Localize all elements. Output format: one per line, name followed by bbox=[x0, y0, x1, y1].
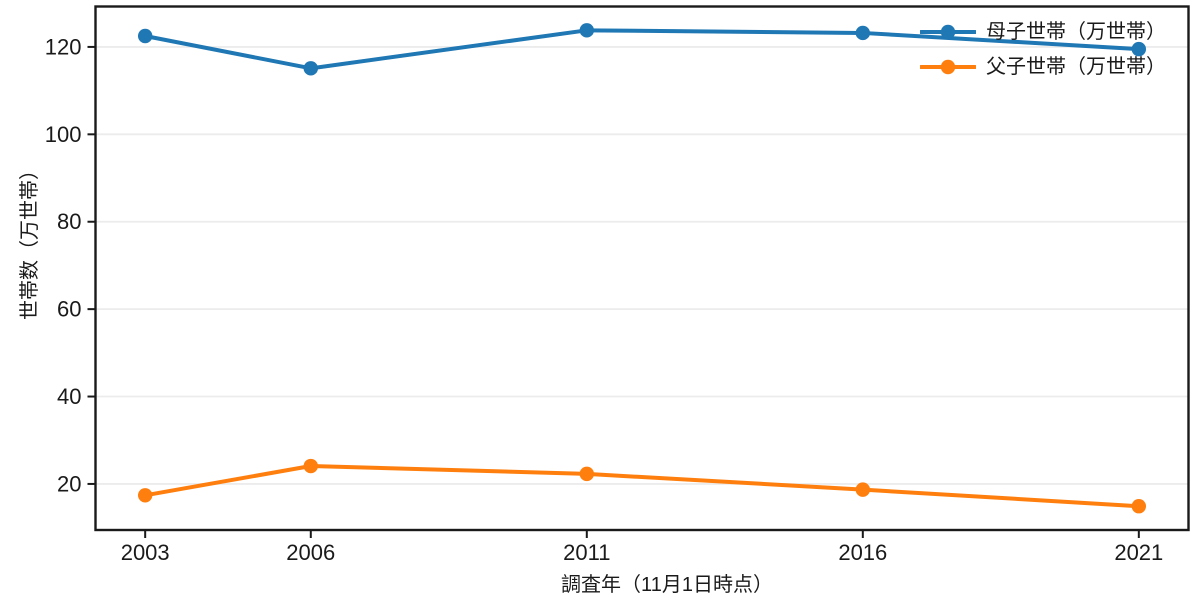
data-point bbox=[855, 482, 871, 497]
data-point bbox=[137, 28, 153, 44]
x-tick-label: 2003 bbox=[121, 540, 170, 565]
data-point bbox=[303, 61, 318, 76]
data-point bbox=[137, 488, 153, 503]
y-tick-label: 20 bbox=[57, 471, 81, 496]
x-tick-label: 2011 bbox=[563, 540, 610, 565]
x-tick-label: 2016 bbox=[838, 540, 887, 565]
legend-item-mothers: 母子世帯（万世帯） bbox=[920, 14, 1166, 49]
y-tick-label: 100 bbox=[45, 122, 82, 147]
data-point bbox=[1131, 499, 1147, 514]
x-tick-label: 2021 bbox=[1114, 540, 1163, 565]
legend-label: 父子世帯（万世帯） bbox=[986, 55, 1166, 78]
y-tick-label: 120 bbox=[45, 34, 82, 59]
legend-label: 母子世帯（万世帯） bbox=[986, 20, 1166, 43]
x-axis-title: 調査年（11月1日時点） bbox=[561, 574, 773, 596]
legend-line-marker-icon bbox=[920, 24, 976, 39]
data-point bbox=[579, 466, 594, 482]
x-tick-label: 2006 bbox=[286, 540, 335, 565]
legend-line-marker-icon bbox=[920, 59, 976, 74]
data-point bbox=[579, 23, 594, 38]
legend: 母子世帯（万世帯） 父子世帯（万世帯） bbox=[920, 14, 1166, 84]
data-point bbox=[1131, 41, 1147, 57]
legend-item-fathers: 父子世帯（万世帯） bbox=[920, 49, 1166, 84]
y-tick-label: 80 bbox=[57, 209, 81, 234]
data-point bbox=[303, 458, 318, 474]
axes-frame bbox=[94, 5, 1190, 532]
y-tick-label: 40 bbox=[57, 384, 81, 409]
data-point bbox=[855, 25, 871, 41]
y-axis-title: 世帯数（万世帯） bbox=[19, 160, 41, 320]
series-line-1 bbox=[143, 464, 1141, 509]
y-tick-label: 60 bbox=[57, 297, 81, 322]
